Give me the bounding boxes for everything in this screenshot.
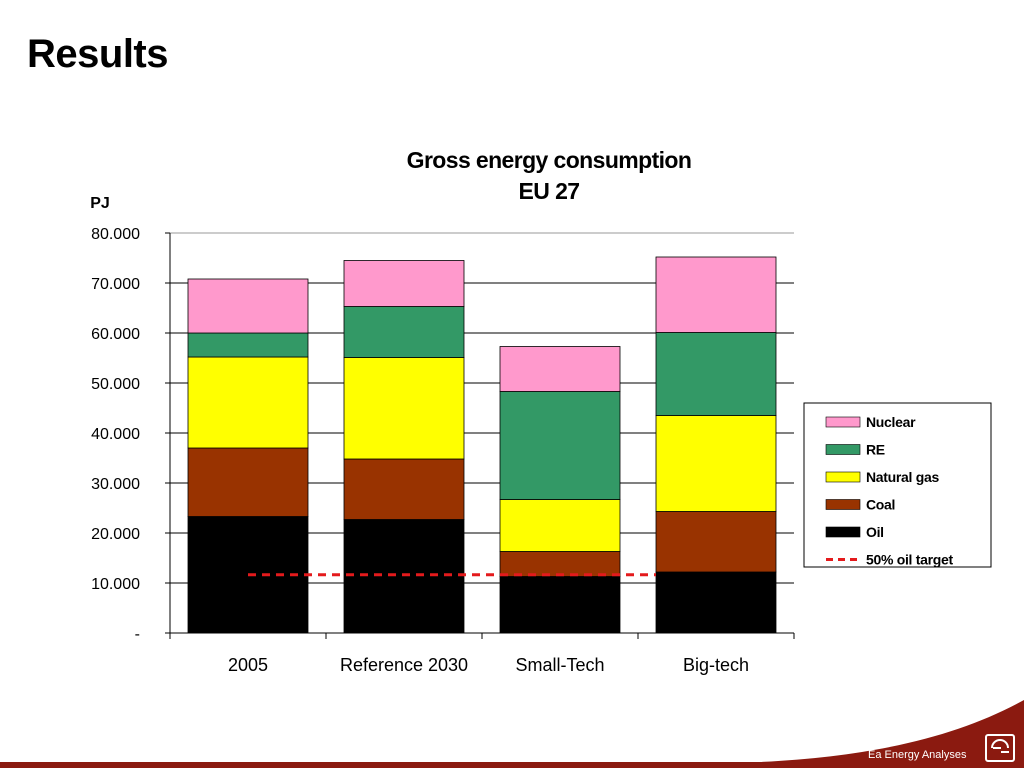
bars <box>187 256 777 634</box>
legend-label: Coal <box>866 497 895 513</box>
legend-label: Oil <box>866 524 884 540</box>
bar-segment-oil <box>655 571 777 634</box>
bar-segment-nuclear <box>343 260 465 307</box>
y-tick-label: 60.000 <box>91 326 140 343</box>
legend-box <box>803 402 992 568</box>
legend-swatch-re <box>825 444 861 455</box>
legend-label: RE <box>866 442 885 458</box>
chart-title: Gross energy consumption <box>407 147 692 173</box>
y-tick-label: 50.000 <box>91 376 140 393</box>
bar-segment-natural-gas <box>343 357 465 460</box>
y-tick-label: 80.000 <box>91 226 140 243</box>
y-tick-label: 40.000 <box>91 426 140 443</box>
y-tick-label: 20.000 <box>91 526 140 543</box>
y-tick-label: 30.000 <box>91 476 140 493</box>
bar-segment-coal <box>655 511 777 573</box>
footer-brand-text: Ea Energy Analyses <box>868 749 967 761</box>
y-tick-label: 10.000 <box>91 576 140 593</box>
legend-label: Natural gas <box>866 469 939 485</box>
bar-segment-nuclear <box>499 346 621 392</box>
bar-segment-nuclear <box>655 256 777 333</box>
axes: - 10.000 20.000 30.000 40.000 50.000 60.000 70.… <box>91 226 795 675</box>
legend-label: 50% oil target <box>866 552 953 568</box>
bar-segment-natural-gas <box>655 415 777 512</box>
legend-label: Nuclear <box>866 414 916 430</box>
bar-segment-oil <box>499 576 621 634</box>
x-tick-label: Small-Tech <box>515 655 604 675</box>
bar-segment-re <box>499 391 621 500</box>
x-tick-label: 2005 <box>228 655 268 675</box>
chart-subtitle: EU 27 <box>519 178 580 204</box>
legend-swatch-natural-gas <box>825 471 861 483</box>
footer-band <box>0 700 1024 768</box>
y-axis-label: PJ <box>90 195 110 212</box>
bar-segment-coal <box>343 458 465 520</box>
bar-segment-re <box>187 332 309 358</box>
bar-segment-natural-gas <box>187 356 309 449</box>
slide-title: Results <box>27 32 169 76</box>
legend-swatch-coal <box>825 499 861 510</box>
x-tick-label: Reference 2030 <box>340 655 468 675</box>
bar-segment-coal <box>187 447 309 517</box>
bar-segment-coal <box>499 551 621 577</box>
ea-logo-icon <box>985 734 1015 762</box>
bar-segment-natural-gas <box>499 499 621 552</box>
legend-swatch-nuclear <box>825 416 861 428</box>
bar-segment-re <box>343 306 465 358</box>
y-tick-label: - <box>135 626 140 643</box>
legend-swatch-oil <box>825 526 861 538</box>
bar-segment-re <box>655 332 777 416</box>
bar-segment-nuclear <box>187 278 309 334</box>
legend: Nuclear RE Natural gas Coal Oil 50% oil targe… <box>803 402 992 568</box>
y-tick-label: 70.000 <box>91 276 140 293</box>
x-tick-label: Big-tech <box>683 655 749 675</box>
